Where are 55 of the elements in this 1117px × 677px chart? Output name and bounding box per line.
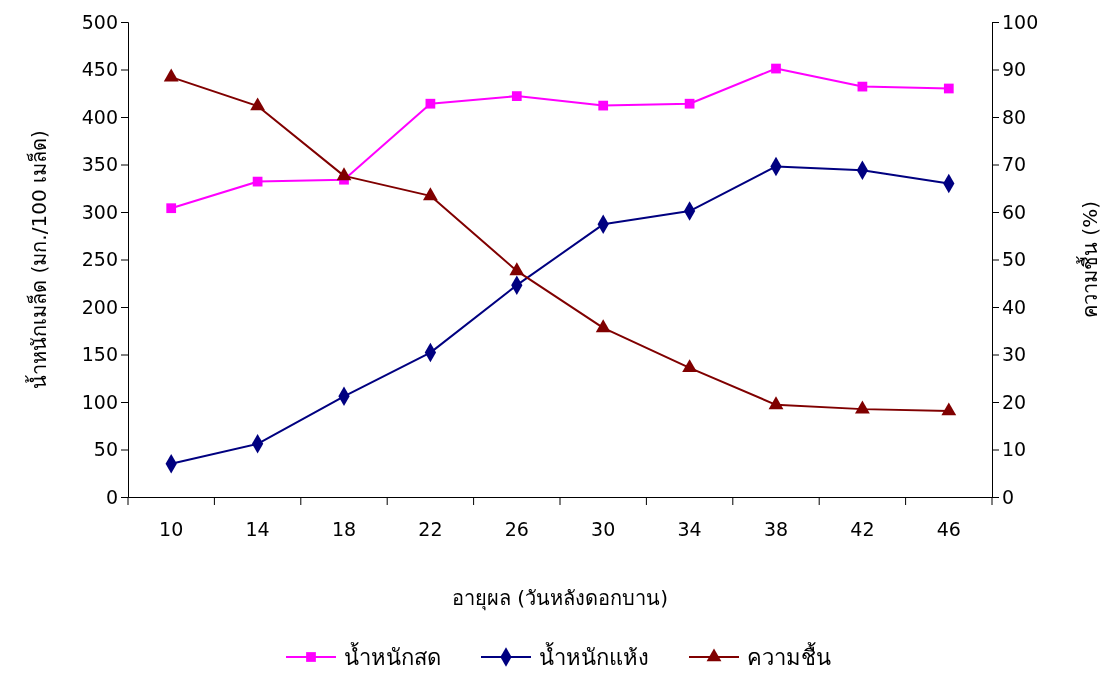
y-axis-title: น้ำหนักเมล็ด (มก./100 เมล็ด) (25, 130, 51, 389)
y2-tick-label: 90 (1002, 58, 1027, 81)
x-axis-title: อายุผล (วันหลังดอกบาน) (452, 586, 668, 611)
point (336, 167, 352, 181)
point (595, 319, 611, 333)
y-tick-label: 500 (81, 10, 118, 33)
point (163, 68, 179, 82)
point (509, 262, 525, 276)
x-tick-label: 46 (936, 518, 961, 541)
point (166, 203, 177, 214)
x-tick-label: 34 (677, 518, 702, 541)
x-tick-label: 26 (504, 518, 529, 541)
point (511, 91, 522, 101)
y2-tick-label: 80 (1002, 105, 1027, 128)
y-tick-label: 350 (81, 153, 118, 176)
point (854, 400, 870, 414)
point (943, 83, 954, 94)
x-tick-label: 14 (245, 518, 270, 541)
y-tick-label: 250 (81, 248, 118, 271)
point (682, 359, 698, 373)
y-tick-label: 0 (105, 485, 118, 508)
x-tick-label: 18 (331, 518, 357, 541)
y-tick-label: 200 (81, 295, 118, 318)
point (250, 97, 266, 111)
y-tick-label: 50 (93, 438, 118, 461)
x-tick-label: 10 (159, 518, 184, 541)
y2-tick-label: 100 (1002, 10, 1039, 33)
y2-axis-title: ความชื้น (%) (1076, 201, 1102, 318)
legend-label: น้ำหนักแห้ง (539, 641, 649, 670)
y2-tick-label: 20 (1002, 390, 1027, 413)
x-tick-label: 42 (850, 518, 875, 541)
point (422, 187, 438, 201)
legend-label: ความชื้น (747, 641, 831, 670)
y-tick-label: 300 (81, 200, 118, 223)
legend-label: น้ำหนักสด (344, 641, 441, 670)
point (768, 396, 784, 410)
y2-tick-label: 70 (1002, 153, 1027, 176)
x-tick-label: 38 (763, 518, 789, 541)
point (425, 98, 436, 109)
y-tick-label: 150 (81, 343, 118, 366)
x-tick-label: 30 (591, 518, 616, 541)
y2-tick-label: 0 (1002, 485, 1015, 508)
y-tick-label: 100 (81, 390, 118, 413)
y2-tick-label: 30 (1002, 343, 1027, 366)
point (771, 63, 781, 74)
point (598, 100, 609, 111)
y2-tick-label: 50 (1002, 248, 1027, 271)
x-tick-label: 22 (418, 518, 443, 541)
point (941, 402, 957, 416)
y-tick-label: 450 (81, 58, 118, 81)
y2-tick-label: 40 (1002, 295, 1027, 318)
y2-tick-label: 60 (1002, 200, 1027, 223)
point (684, 98, 695, 109)
y2-tick-label: 10 (1002, 438, 1027, 461)
y-tick-label: 400 (81, 105, 118, 128)
